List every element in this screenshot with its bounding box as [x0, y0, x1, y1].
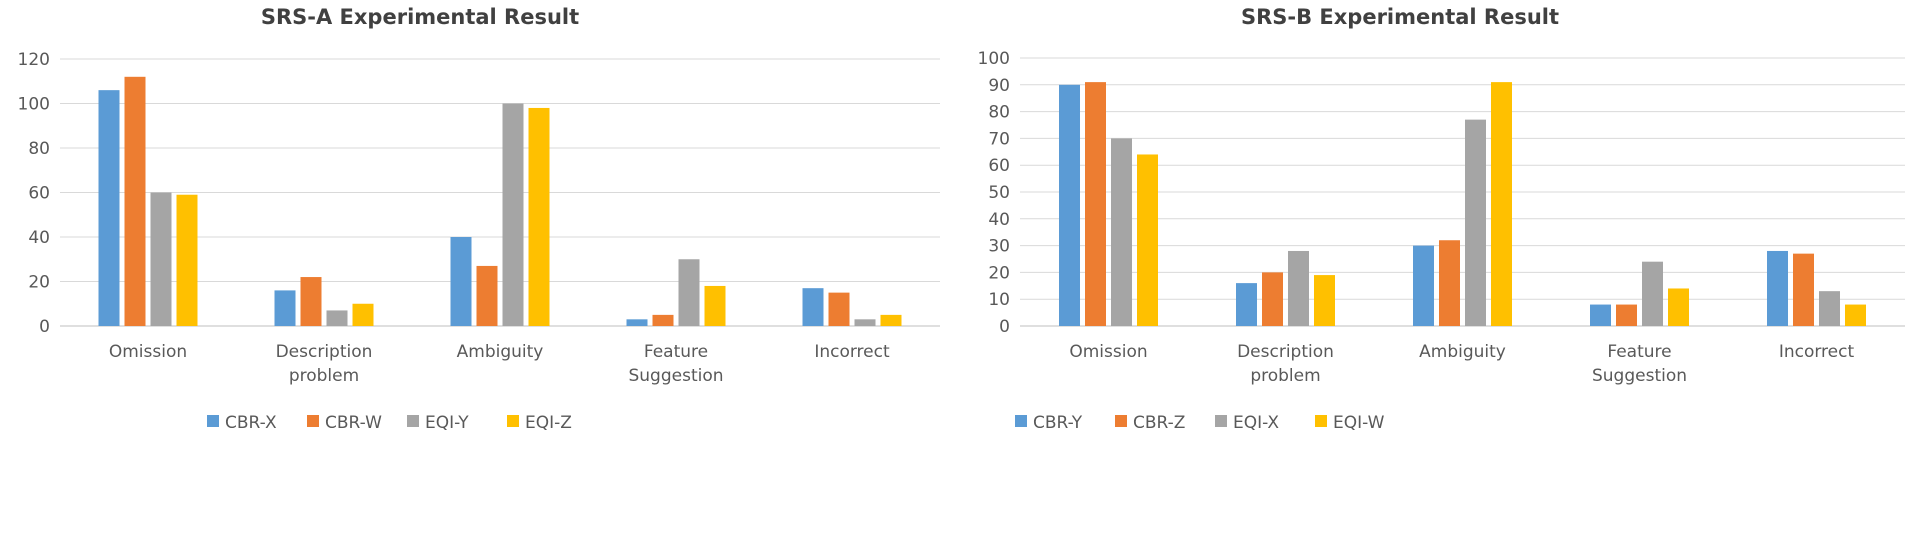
bar-eqi-z	[176, 194, 198, 326]
bar-cbr-w	[652, 314, 674, 326]
bar-cbr-x	[802, 288, 824, 326]
bar-cbr-y	[1236, 283, 1257, 326]
bar-eqi-y	[150, 192, 172, 326]
bar-eqi-w	[1491, 82, 1512, 327]
x-category-label: Feature	[644, 342, 708, 362]
y-tick-label: 20	[988, 263, 1010, 283]
bar-cbr-x	[98, 90, 120, 327]
y-tick-label: 100	[978, 49, 1010, 69]
y-tick-label: 40	[28, 228, 50, 248]
bar-eqi-x	[1819, 291, 1840, 326]
y-tick-label: 60	[28, 184, 50, 204]
y-tick-label: 50	[988, 183, 1010, 203]
x-category-label: Suggestion	[628, 366, 723, 386]
bar-eqi-z	[528, 107, 550, 326]
bar-cbr-y	[1590, 304, 1611, 326]
bar-cbr-z	[1262, 272, 1283, 326]
bar-cbr-w	[828, 292, 850, 326]
bar-eqi-x	[1111, 138, 1132, 326]
x-category-label: problem	[289, 366, 359, 386]
srs-a-bar-chart: SRS-A Experimental Result 0 20 40 60 80 100 120…	[18, 5, 940, 433]
bar-eqi-y	[502, 103, 524, 326]
legend-label-eqi-y: EQI-Y	[425, 413, 469, 433]
bar-cbr-y	[1413, 245, 1434, 326]
bar-cbr-x	[274, 290, 296, 326]
bar-cbr-x	[450, 237, 472, 326]
y-tick-label: 120	[18, 50, 50, 70]
y-tick-label: 0	[39, 317, 50, 337]
chart-panel-srs-a: SRS-A Experimental Result 0 20 40 60 80 100 120…	[0, 0, 965, 542]
chart-title: SRS-A Experimental Result	[261, 5, 579, 29]
legend-swatch-cbr-w	[307, 415, 319, 427]
x-category-label: Suggestion	[1592, 366, 1687, 386]
x-category-label: Feature	[1607, 342, 1671, 362]
legend-swatch-eqi-x	[1215, 415, 1227, 427]
bar-eqi-y	[854, 319, 876, 326]
bar-cbr-y	[1767, 250, 1788, 326]
y-tick-label: 80	[28, 139, 50, 159]
legend-swatch-eqi-y	[407, 415, 419, 427]
y-tick-label: 40	[988, 210, 1010, 230]
y-tick-label: 80	[988, 103, 1010, 123]
bar-cbr-x	[626, 319, 648, 326]
legend-label-eqi-w: EQI-W	[1333, 413, 1385, 433]
legend-label-cbr-z: CBR-Z	[1133, 413, 1185, 433]
x-category-label: Omission	[109, 342, 187, 362]
bar-eqi-w	[1845, 304, 1866, 326]
legend-label-cbr-x: CBR-X	[225, 413, 277, 433]
bar-eqi-y	[678, 259, 700, 326]
y-tick-label: 0	[999, 317, 1010, 337]
bar-eqi-w	[1668, 288, 1689, 326]
legend-swatch-cbr-x	[207, 415, 219, 427]
y-tick-label: 100	[18, 95, 50, 115]
legend-swatch-eqi-w	[1315, 415, 1327, 427]
bar-eqi-x	[1465, 119, 1486, 326]
bar-cbr-z	[1439, 240, 1460, 326]
chart-panel-srs-b: SRS-B Experimental Result 0 10 20 30 40 50 60 70…	[965, 0, 1930, 542]
x-category-label: Omission	[1069, 342, 1147, 362]
bar-eqi-w	[1314, 275, 1335, 326]
x-category-label: Description	[276, 342, 373, 362]
bar-cbr-w	[476, 265, 498, 326]
chart-title: SRS-B Experimental Result	[1241, 5, 1559, 29]
bar-eqi-x	[1642, 261, 1663, 326]
bar-eqi-z	[880, 314, 902, 326]
bar-cbr-w	[124, 76, 146, 326]
legend-label-cbr-y: CBR-Y	[1033, 413, 1083, 433]
bar-eqi-x	[1288, 250, 1309, 326]
bar-cbr-z	[1793, 253, 1814, 326]
legend-swatch-eqi-z	[507, 415, 519, 427]
legend-label-eqi-z: EQI-Z	[525, 413, 572, 433]
legend-label-cbr-w: CBR-W	[325, 413, 382, 433]
legend-swatch-cbr-z	[1115, 415, 1127, 427]
bar-eqi-z	[704, 285, 726, 326]
y-tick-label: 90	[988, 76, 1010, 96]
legend-label-eqi-x: EQI-X	[1233, 413, 1279, 433]
bar-eqi-y	[326, 310, 348, 326]
x-category-label: problem	[1250, 366, 1320, 386]
bar-cbr-w	[300, 277, 322, 326]
bar-eqi-z	[352, 303, 374, 326]
y-tick-label: 20	[28, 273, 50, 293]
y-tick-label: 10	[988, 290, 1010, 310]
x-category-label: Incorrect	[1779, 342, 1855, 362]
bar-cbr-y	[1059, 84, 1080, 326]
legend-swatch-cbr-y	[1015, 415, 1027, 427]
y-tick-label: 60	[988, 156, 1010, 176]
x-category-label: Incorrect	[814, 342, 890, 362]
y-tick-label: 70	[988, 129, 1010, 149]
bar-cbr-z	[1085, 82, 1106, 327]
srs-b-bar-chart: SRS-B Experimental Result 0 10 20 30 40 50 60 70…	[978, 5, 1905, 433]
y-tick-label: 30	[988, 237, 1010, 257]
bar-eqi-w	[1137, 154, 1158, 326]
x-category-label: Description	[1237, 342, 1334, 362]
x-category-label: Ambiguity	[1419, 342, 1506, 362]
x-category-label: Ambiguity	[457, 342, 544, 362]
bar-cbr-z	[1616, 304, 1637, 326]
